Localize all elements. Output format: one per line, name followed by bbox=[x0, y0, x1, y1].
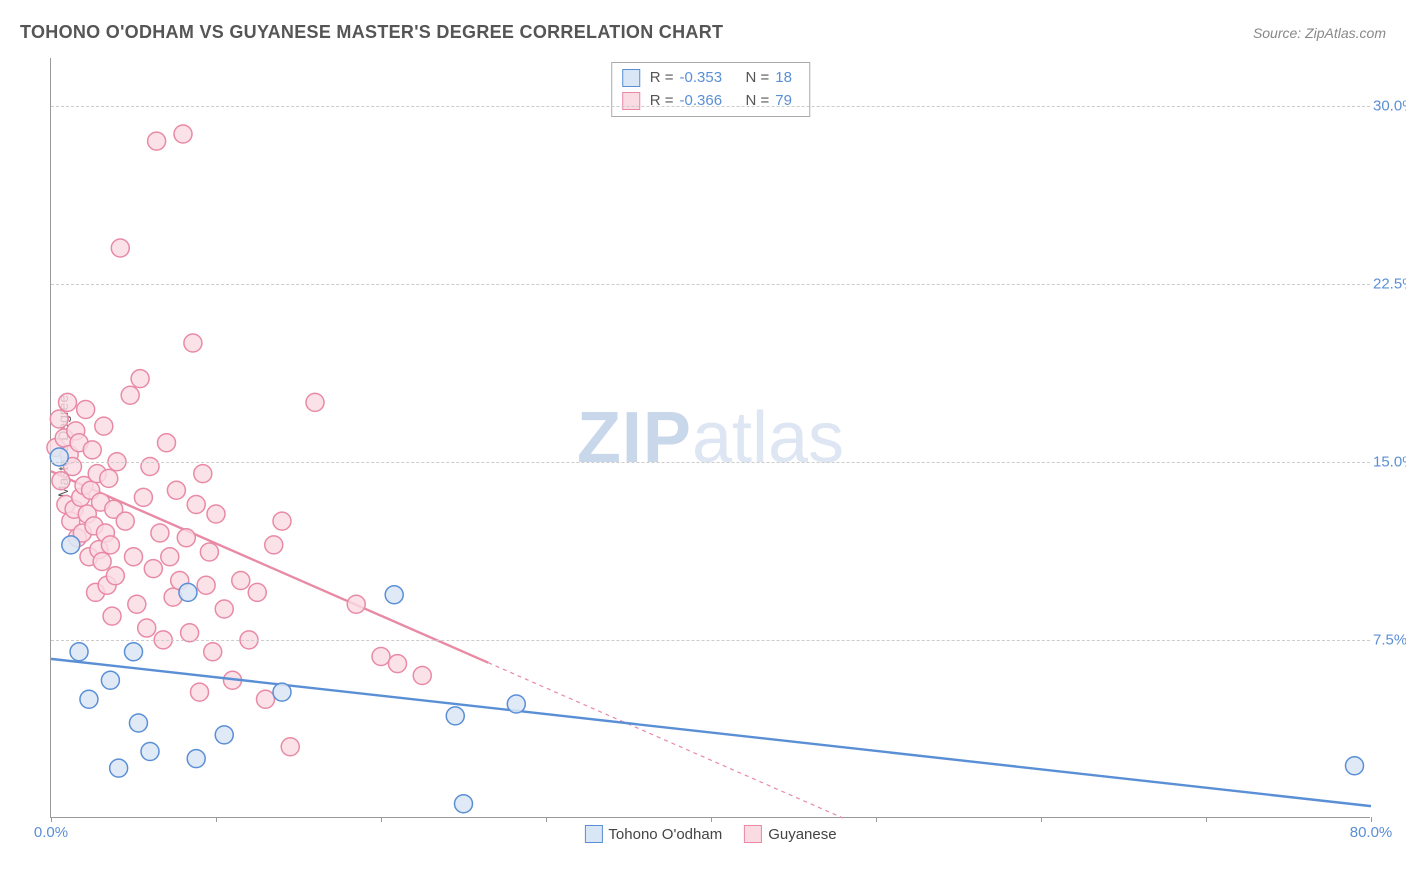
x-tick-mark bbox=[381, 817, 382, 822]
x-tick-mark bbox=[876, 817, 877, 822]
scatter-point bbox=[232, 572, 250, 590]
scatter-point bbox=[507, 695, 525, 713]
scatter-point bbox=[187, 750, 205, 768]
scatter-point bbox=[158, 434, 176, 452]
scatter-point bbox=[141, 743, 159, 761]
scatter-point bbox=[83, 441, 101, 459]
scatter-point bbox=[191, 683, 209, 701]
chart-title: TOHONO O'ODHAM VS GUYANESE MASTER'S DEGR… bbox=[20, 22, 723, 43]
scatter-point bbox=[161, 548, 179, 566]
scatter-point bbox=[95, 417, 113, 435]
x-tick-mark bbox=[1371, 817, 1372, 822]
scatter-point bbox=[207, 505, 225, 523]
x-tick-label: 0.0% bbox=[34, 824, 68, 841]
legend-item: Guyanese bbox=[744, 825, 836, 843]
scatter-point bbox=[194, 465, 212, 483]
scatter-point bbox=[128, 595, 146, 613]
scatter-point bbox=[167, 481, 185, 499]
scatter-point bbox=[80, 690, 98, 708]
scatter-point bbox=[184, 334, 202, 352]
scatter-point bbox=[174, 125, 192, 143]
scatter-point bbox=[138, 619, 156, 637]
legend-label: Tohono O'odham bbox=[608, 826, 722, 843]
scatter-point bbox=[141, 458, 159, 476]
scatter-point bbox=[372, 648, 390, 666]
scatter-point bbox=[446, 707, 464, 725]
scatter-point bbox=[148, 132, 166, 150]
scatter-point bbox=[125, 548, 143, 566]
x-tick-mark bbox=[1206, 817, 1207, 822]
scatter-point bbox=[100, 469, 118, 487]
scatter-point bbox=[179, 583, 197, 601]
scatter-point bbox=[455, 795, 473, 813]
scatter-point bbox=[273, 512, 291, 530]
scatter-point bbox=[134, 488, 152, 506]
legend-swatch-series-0 bbox=[584, 825, 602, 843]
legend-label: Guyanese bbox=[768, 826, 836, 843]
scatter-point bbox=[215, 726, 233, 744]
scatter-point bbox=[215, 600, 233, 618]
scatter-point bbox=[347, 595, 365, 613]
x-tick-mark bbox=[216, 817, 217, 822]
scatter-point bbox=[257, 690, 275, 708]
scatter-point bbox=[273, 683, 291, 701]
y-tick-label: 22.5% bbox=[1373, 275, 1406, 292]
scatter-point bbox=[385, 586, 403, 604]
scatter-point bbox=[413, 667, 431, 685]
scatter-point bbox=[111, 239, 129, 257]
scatter-point bbox=[129, 714, 147, 732]
x-tick-mark bbox=[51, 817, 52, 822]
scatter-point bbox=[77, 401, 95, 419]
scatter-point bbox=[106, 567, 124, 585]
scatter-point bbox=[101, 536, 119, 554]
x-tick-mark bbox=[1041, 817, 1042, 822]
legend-item: Tohono O'odham bbox=[584, 825, 722, 843]
scatter-point bbox=[110, 759, 128, 777]
scatter-point bbox=[151, 524, 169, 542]
scatter-point bbox=[281, 738, 299, 756]
scatter-point bbox=[93, 553, 111, 571]
scatter-point bbox=[131, 370, 149, 388]
scatter-point bbox=[306, 393, 324, 411]
legend-bottom: Tohono O'odham Guyanese bbox=[584, 825, 836, 843]
x-tick-mark bbox=[546, 817, 547, 822]
chart-header: TOHONO O'ODHAM VS GUYANESE MASTER'S DEGR… bbox=[20, 22, 1386, 43]
scatter-point bbox=[59, 393, 77, 411]
scatter-svg bbox=[51, 58, 1370, 817]
scatter-point bbox=[101, 671, 119, 689]
gridline bbox=[51, 640, 1370, 641]
scatter-point bbox=[116, 512, 134, 530]
scatter-point bbox=[103, 607, 121, 625]
scatter-point bbox=[121, 386, 139, 404]
source-attribution: Source: ZipAtlas.com bbox=[1253, 25, 1386, 41]
scatter-point bbox=[50, 410, 68, 428]
scatter-point bbox=[144, 560, 162, 578]
x-tick-mark bbox=[711, 817, 712, 822]
scatter-point bbox=[248, 583, 266, 601]
gridline bbox=[51, 284, 1370, 285]
y-tick-label: 15.0% bbox=[1373, 453, 1406, 470]
scatter-point bbox=[265, 536, 283, 554]
scatter-point bbox=[204, 643, 222, 661]
scatter-point bbox=[70, 643, 88, 661]
scatter-point bbox=[187, 496, 205, 514]
trend-line bbox=[51, 659, 1371, 806]
chart-plot-area: ZIPatlas R = -0.353 N = 18 R = -0.366 N … bbox=[50, 58, 1370, 818]
y-tick-label: 30.0% bbox=[1373, 97, 1406, 114]
scatter-point bbox=[200, 543, 218, 561]
scatter-point bbox=[177, 529, 195, 547]
scatter-point bbox=[50, 448, 68, 466]
gridline bbox=[51, 106, 1370, 107]
y-tick-label: 7.5% bbox=[1373, 631, 1406, 648]
legend-swatch-series-1 bbox=[744, 825, 762, 843]
scatter-point bbox=[1346, 757, 1364, 775]
gridline bbox=[51, 462, 1370, 463]
scatter-point bbox=[62, 536, 80, 554]
scatter-point bbox=[125, 643, 143, 661]
x-tick-label: 80.0% bbox=[1350, 824, 1393, 841]
scatter-point bbox=[389, 655, 407, 673]
scatter-point bbox=[197, 576, 215, 594]
